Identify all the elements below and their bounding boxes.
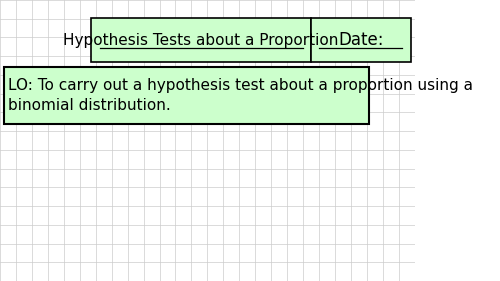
- Text: LO: To carry out a hypothesis test about a proportion using a
binomial distribut: LO: To carry out a hypothesis test about…: [8, 78, 473, 113]
- Text: Date:: Date:: [338, 31, 384, 49]
- FancyBboxPatch shape: [91, 18, 311, 62]
- FancyBboxPatch shape: [4, 67, 369, 124]
- FancyBboxPatch shape: [311, 18, 410, 62]
- Text: Hypothesis Tests about a Proportion: Hypothesis Tests about a Proportion: [64, 33, 339, 47]
